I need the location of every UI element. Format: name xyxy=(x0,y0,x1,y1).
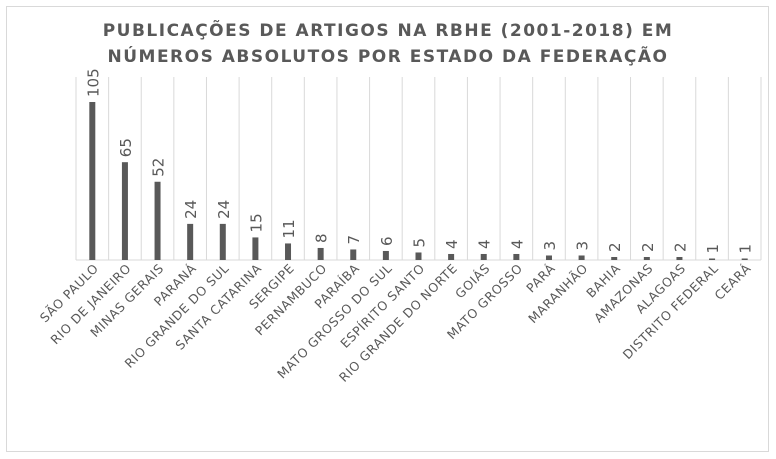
bar xyxy=(187,223,194,260)
bar xyxy=(513,253,520,260)
bar xyxy=(317,247,324,260)
data-label: 24 xyxy=(182,200,200,219)
data-label: 2 xyxy=(606,242,624,252)
data-label: 1 xyxy=(704,244,722,254)
bar xyxy=(252,237,259,260)
bar xyxy=(154,181,161,260)
chart-title-line-1: PUBLICAÇÕES DE ARTIGOS NA RBHE (2001-201… xyxy=(102,21,674,41)
bar xyxy=(350,249,357,260)
bar xyxy=(382,250,389,260)
data-label: 2 xyxy=(671,242,689,252)
data-label: 15 xyxy=(247,213,265,232)
bar xyxy=(480,253,487,260)
data-label: 2 xyxy=(639,242,657,252)
data-label: 5 xyxy=(411,238,429,248)
bar xyxy=(709,258,716,260)
data-label: 1 xyxy=(737,244,755,254)
bar xyxy=(611,256,618,260)
bar xyxy=(415,252,422,260)
data-label: 105 xyxy=(84,68,102,97)
chart-title-line-2: NÚMEROS ABSOLUTOS POR ESTADO DA FEDERAÇÃ… xyxy=(107,47,669,67)
data-label: 3 xyxy=(574,241,592,251)
bar xyxy=(578,255,585,260)
bar xyxy=(741,258,748,260)
data-label: 65 xyxy=(117,138,135,157)
data-label: 4 xyxy=(443,239,461,249)
data-label: 6 xyxy=(378,236,396,246)
chart-title: PUBLICAÇÕES DE ARTIGOS NA RBHE (2001-201… xyxy=(0,18,776,70)
bar xyxy=(89,102,96,260)
bar xyxy=(219,223,226,260)
data-label: 4 xyxy=(476,239,494,249)
bar xyxy=(676,256,683,260)
bar xyxy=(643,256,650,260)
data-label: 24 xyxy=(215,200,233,219)
chart-frame xyxy=(6,6,769,452)
bar xyxy=(545,255,552,260)
bar xyxy=(448,253,455,260)
data-label: 3 xyxy=(541,241,559,251)
bar xyxy=(121,162,128,260)
data-label: 7 xyxy=(345,235,363,245)
data-label: 52 xyxy=(150,158,168,177)
category-label: CEARÁ xyxy=(711,261,753,303)
data-label: 4 xyxy=(508,239,526,249)
bar xyxy=(285,243,292,260)
data-label: 11 xyxy=(280,219,298,238)
data-label: 8 xyxy=(313,233,331,243)
